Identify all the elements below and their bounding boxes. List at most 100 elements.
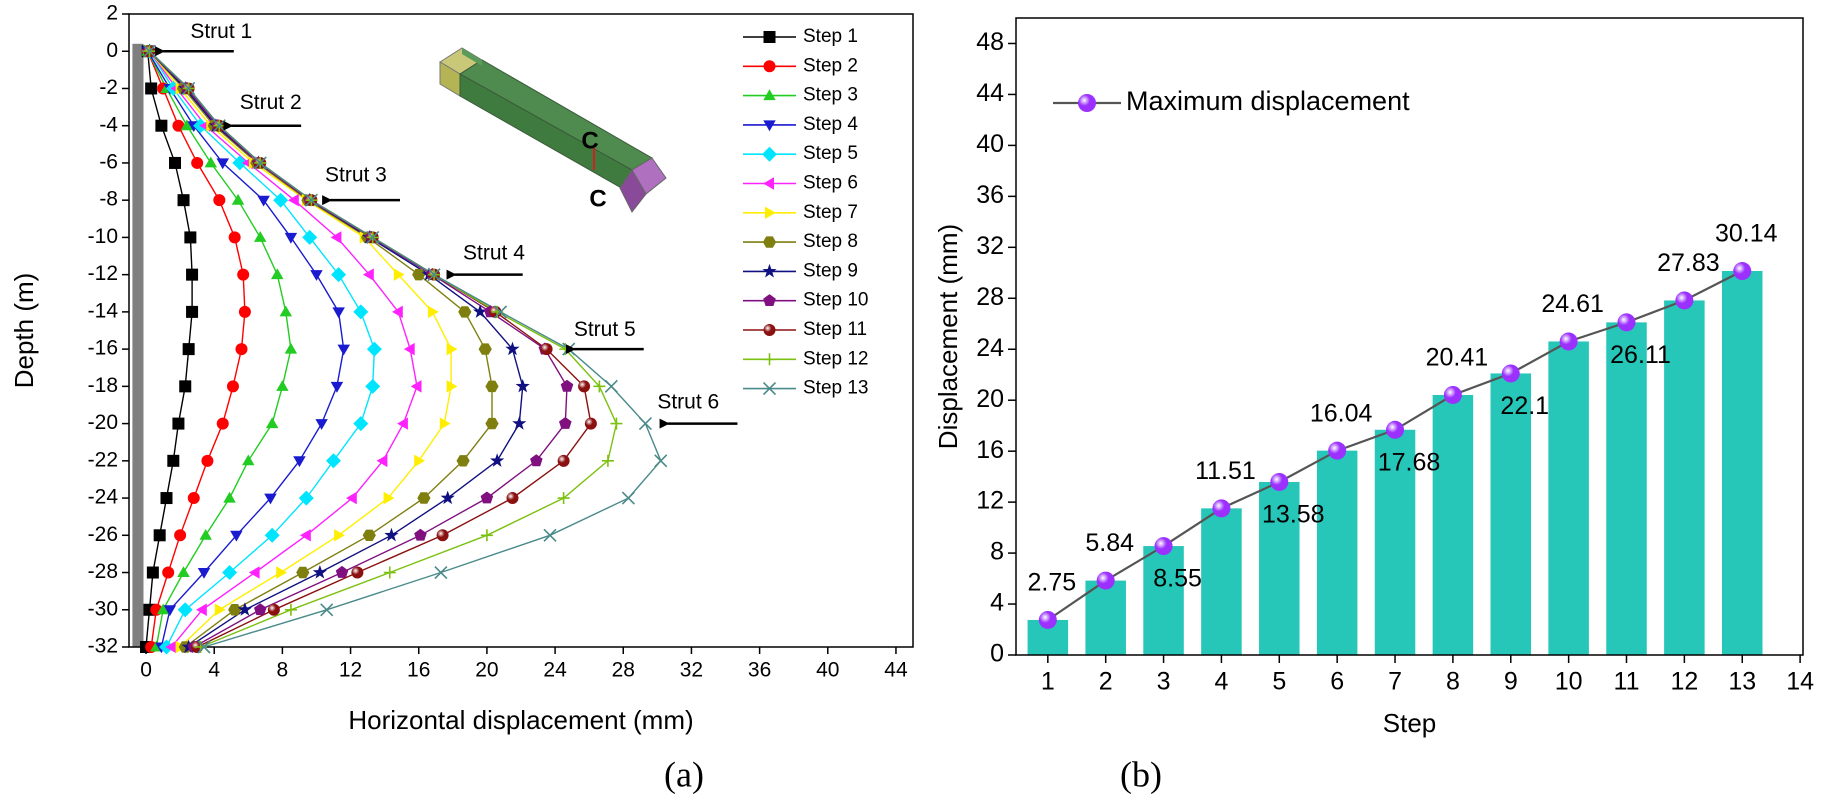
- marker: [530, 454, 543, 467]
- marker: [172, 417, 185, 430]
- marker: [383, 491, 395, 505]
- y-tick-label: -2: [99, 76, 118, 99]
- marker: [330, 381, 344, 393]
- data-label: 8.55: [1153, 565, 1202, 593]
- bar: [1721, 271, 1763, 655]
- marker: [146, 566, 159, 579]
- marker: [254, 231, 267, 242]
- marker: [384, 527, 399, 542]
- x-tick-label: 32: [680, 659, 703, 682]
- legend-marker: [763, 120, 776, 132]
- data-label: 24.61: [1541, 290, 1604, 318]
- data-label: 13.58: [1262, 501, 1325, 529]
- y-tick-label: 4: [990, 589, 1004, 617]
- marker: [186, 268, 199, 281]
- marker: [257, 195, 270, 207]
- marker: [490, 453, 505, 467]
- marker: [578, 380, 591, 393]
- marker: [505, 341, 520, 356]
- marker: [231, 193, 245, 205]
- y-tick-label: 40: [976, 130, 1004, 158]
- x-tick-label: 24: [543, 659, 567, 682]
- marker: [216, 158, 229, 170]
- marker: [557, 454, 570, 467]
- marker: [304, 193, 318, 207]
- marker: [226, 380, 239, 393]
- marker: [638, 417, 652, 431]
- marker: [337, 344, 350, 356]
- marker: [331, 267, 347, 283]
- marker: [167, 454, 180, 467]
- marker: [366, 230, 380, 244]
- legend-marker: [763, 31, 776, 43]
- series-line: [149, 50, 568, 648]
- bar: [1374, 429, 1416, 655]
- x-tick-label: 16: [407, 659, 430, 682]
- marker: [265, 417, 279, 429]
- marker: [654, 454, 668, 468]
- legend-label: Step 4: [803, 114, 858, 135]
- bar: [1432, 394, 1474, 655]
- marker: [427, 268, 441, 282]
- marker: [315, 419, 328, 430]
- marker: [254, 603, 267, 616]
- marker: [293, 456, 306, 468]
- strut-label: Strut 6: [657, 391, 719, 414]
- y-tick-label: -22: [88, 448, 118, 471]
- y-axis-label: Displacement (mm): [933, 224, 963, 449]
- marker: [273, 192, 289, 208]
- legend-marker: [763, 89, 776, 101]
- marker: [298, 490, 314, 506]
- marker: [480, 491, 494, 504]
- marker: [267, 603, 280, 616]
- marker: [284, 342, 298, 354]
- marker: [156, 603, 170, 615]
- marker: [412, 268, 426, 281]
- marker: [302, 229, 318, 245]
- marker: [458, 306, 472, 318]
- marker: [346, 491, 357, 505]
- marker: [393, 268, 405, 281]
- y-tick-label: 24: [976, 334, 1004, 362]
- legend-label: Maximum displacement: [1126, 86, 1410, 116]
- y-tick-label: -32: [88, 635, 118, 658]
- y-tick-label: 48: [976, 28, 1004, 56]
- data-label: 30.14: [1715, 220, 1778, 248]
- panel-label: (a): [664, 754, 704, 794]
- legend-marker: [763, 294, 776, 306]
- legend-label: Step 10: [803, 290, 869, 311]
- y-tick-label: 20: [976, 385, 1004, 413]
- y-tick-label: -8: [99, 188, 118, 211]
- legend-marker: [765, 206, 776, 219]
- data-label: 11.51: [1195, 457, 1256, 485]
- y-axis-label: Depth (m): [9, 273, 39, 389]
- series-line: [148, 50, 493, 648]
- marker: [446, 380, 458, 393]
- marker: [204, 156, 217, 168]
- marker: [199, 529, 212, 540]
- marker: [326, 453, 341, 469]
- marker: [1501, 364, 1520, 383]
- marker: [179, 380, 192, 393]
- marker: [601, 454, 614, 467]
- marker: [191, 156, 204, 169]
- marker: [414, 454, 425, 468]
- legend-label: Step 7: [803, 202, 858, 223]
- marker: [196, 603, 207, 616]
- marker: [493, 305, 508, 319]
- y-tick-label: -10: [88, 225, 118, 248]
- bar: [1316, 450, 1358, 655]
- marker: [162, 566, 175, 579]
- marker: [177, 194, 190, 207]
- marker: [177, 566, 190, 577]
- x-tick-label: 12: [339, 659, 362, 682]
- marker: [584, 417, 597, 430]
- marker: [383, 566, 396, 579]
- x-tick-label: 8: [277, 659, 289, 682]
- y-tick-label: 0: [106, 39, 118, 62]
- y-tick-label: -6: [99, 150, 118, 173]
- marker: [392, 305, 403, 319]
- marker: [228, 604, 242, 616]
- strut-label: Strut 3: [325, 164, 387, 187]
- marker: [1328, 441, 1347, 460]
